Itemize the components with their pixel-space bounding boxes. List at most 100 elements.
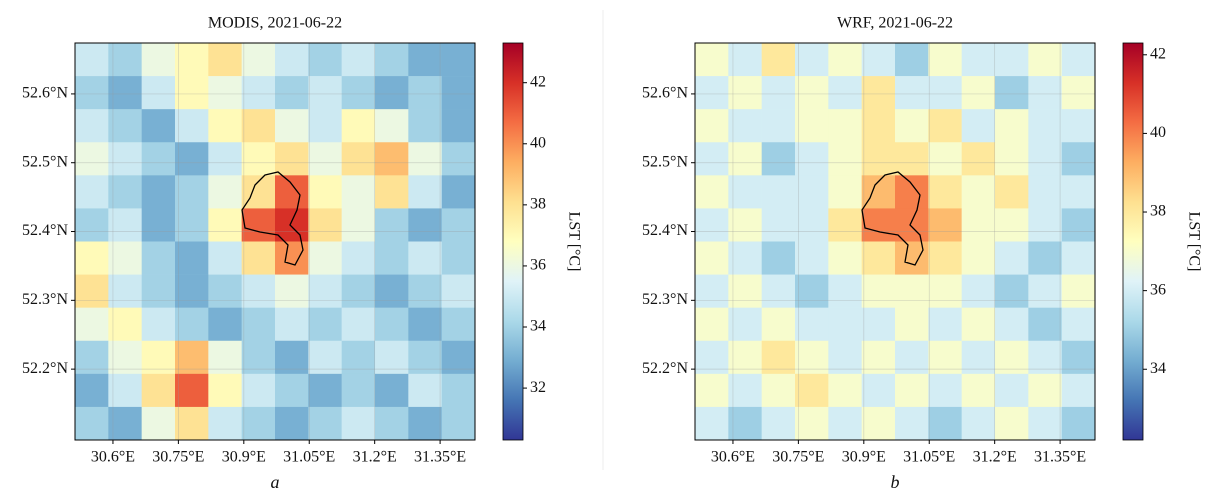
panel-caption: b (891, 472, 900, 492)
heat-cell (728, 406, 762, 441)
heat-cell (728, 76, 762, 110)
heat-cell (308, 307, 342, 342)
heat-cell (1061, 274, 1096, 308)
y-tick-label: 52.2°N (642, 360, 688, 377)
colorbar-tick-label: 38 (1150, 203, 1166, 220)
colorbar (1122, 42, 1144, 441)
heat-cell (795, 274, 829, 308)
heat-cell (275, 76, 309, 110)
heat-cell (928, 307, 962, 342)
heat-cell (275, 241, 309, 275)
colorbar-tick-label: 40 (1150, 124, 1166, 141)
heat-cell (695, 109, 729, 143)
heat-cell (308, 208, 342, 242)
heat-cell (795, 208, 829, 242)
heat-cell (175, 208, 209, 242)
heat-cell (175, 76, 209, 110)
y-tick-label: 52.6°N (642, 85, 688, 102)
heat-cell (275, 175, 309, 209)
heat-cell (208, 208, 242, 242)
heat-cell (441, 43, 476, 77)
heat-cell (1028, 175, 1062, 209)
heat-cell (408, 307, 442, 342)
heat-cell (441, 340, 476, 375)
heat-cell (728, 109, 762, 143)
chart-title: WRF, 2021-06-22 (837, 15, 953, 32)
heat-cell (861, 142, 896, 176)
colorbar-tick-label: 42 (530, 73, 546, 90)
heat-cell (241, 142, 276, 176)
heat-cell (141, 373, 176, 408)
heat-cell (275, 307, 309, 342)
heat-cell (995, 241, 1029, 275)
heat-cell (1028, 76, 1062, 110)
x-tick-label: 31.05°E (283, 449, 335, 466)
heat-cell (861, 109, 896, 143)
heat-cell (861, 43, 896, 77)
heat-cell (175, 307, 209, 342)
heat-cell (341, 76, 376, 110)
heat-cell (828, 76, 862, 110)
heat-cell (308, 340, 342, 375)
heat-cell (1028, 43, 1062, 77)
heat-cell (761, 373, 796, 408)
heat-cell (761, 43, 796, 77)
heat-cell (828, 274, 862, 308)
heat-cell (1061, 406, 1096, 441)
heat-cell (728, 43, 762, 77)
heat-cell (728, 307, 762, 342)
heat-cell (75, 208, 109, 242)
colorbar-label: LST [°C] (1185, 212, 1202, 272)
heat-cell (275, 274, 309, 308)
heat-cell (408, 175, 442, 209)
heat-cell (695, 142, 729, 176)
heat-cell (861, 274, 896, 308)
heat-cell (861, 406, 896, 441)
heat-cell (241, 340, 276, 375)
x-tick-label: 31.05°E (903, 449, 955, 466)
heat-cell (375, 307, 409, 342)
heat-cell (75, 76, 109, 110)
heat-cell (795, 109, 829, 143)
plot-frame (74, 42, 476, 441)
heat-cell (408, 109, 442, 143)
heat-cell (141, 142, 176, 176)
heat-cell (1061, 142, 1096, 176)
y-tick-label: 52.6°N (22, 85, 68, 102)
heat-cell (761, 76, 796, 110)
heat-cell (895, 406, 929, 441)
heat-cell (861, 340, 896, 375)
heat-cell (1061, 175, 1096, 209)
heat-cell (275, 406, 309, 441)
heat-cell (895, 274, 929, 308)
heat-cell (75, 274, 109, 308)
heat-cell (241, 307, 276, 342)
heat-cell (108, 76, 142, 110)
heat-cell (208, 43, 242, 77)
heat-cell (895, 373, 929, 408)
heat-cell (208, 109, 242, 143)
heat-cell (861, 241, 896, 275)
y-tick-label: 52.5°N (642, 153, 688, 170)
heat-cell (895, 307, 929, 342)
heat-cell (928, 142, 962, 176)
heat-cell (375, 109, 409, 143)
heat-cell (1061, 208, 1096, 242)
heat-cell (761, 109, 796, 143)
heat-cell (275, 109, 309, 143)
heat-cell (1028, 274, 1062, 308)
heat-cell (441, 241, 476, 275)
heat-cell (375, 373, 409, 408)
heat-cell (275, 373, 309, 408)
heat-cell (375, 175, 409, 209)
heat-cell (308, 241, 342, 275)
colorbar-tick-label: 34 (1150, 360, 1166, 377)
heat-cell (928, 340, 962, 375)
heat-cell (1061, 241, 1096, 275)
heat-cell (175, 406, 209, 441)
heat-cell (108, 43, 142, 77)
heat-cell (828, 307, 862, 342)
x-tick-label: 30.9°E (222, 449, 266, 466)
heat-cell (408, 241, 442, 275)
heat-cell (728, 142, 762, 176)
